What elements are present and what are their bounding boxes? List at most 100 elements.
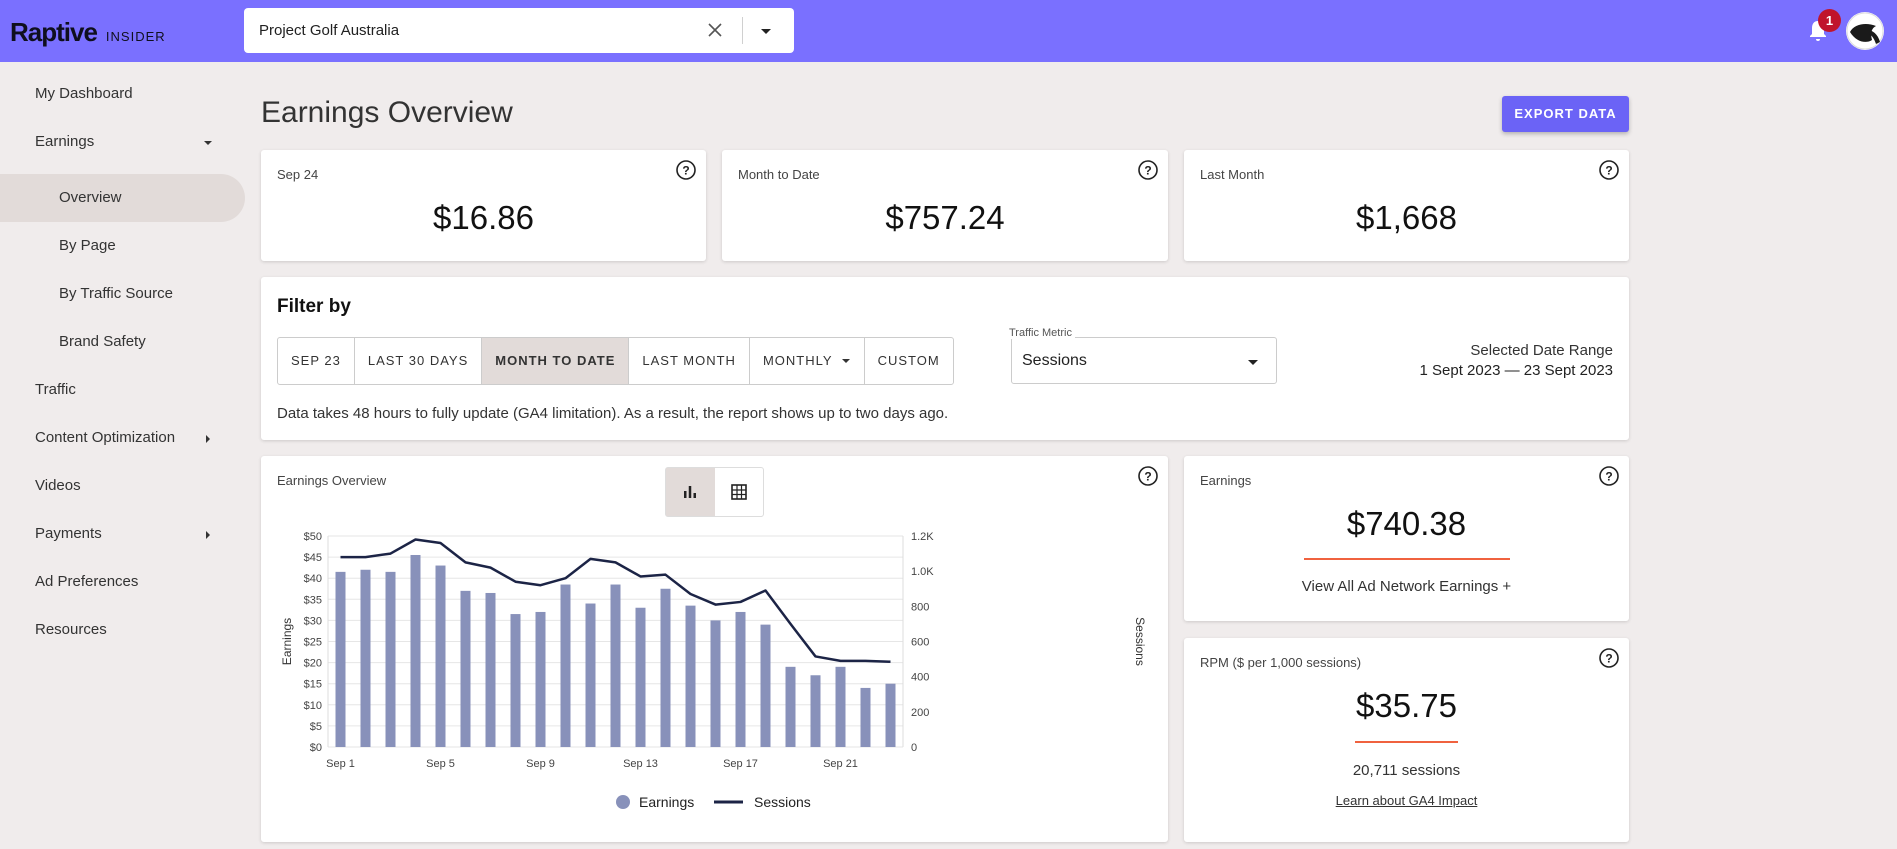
bar-earnings [660, 588, 671, 747]
sidebar-item-by-page[interactable]: By Page [0, 226, 245, 266]
sidebar-item-label: Traffic [35, 381, 76, 398]
logo[interactable]: Raptive INSIDER [10, 17, 166, 48]
sidebar-item-label: Overview [59, 189, 122, 206]
sidebar-item-label: Brand Safety [59, 333, 146, 350]
filter-button-label: LAST MONTH [642, 353, 736, 368]
bar-earnings [835, 666, 846, 747]
bar-chart-icon [684, 486, 697, 498]
bar-earnings [360, 569, 371, 747]
bar-earnings [785, 666, 796, 747]
table-view-button[interactable] [715, 468, 764, 516]
bar-earnings [735, 611, 746, 747]
y-tick-label: $50 [304, 531, 322, 543]
caret-down-icon [841, 359, 850, 363]
x-tick-label: Sep 5 [426, 758, 455, 770]
filter-button-custom[interactable]: CUSTOM [865, 338, 953, 384]
summary-card-label: Sep 24 [277, 167, 319, 182]
sidebar-item-resources[interactable]: Resources [0, 610, 245, 650]
sidebar-item-payments[interactable]: Payments [0, 514, 245, 554]
legend-label-sessions: Sessions [754, 794, 811, 810]
legend-swatch-earnings [616, 795, 630, 809]
sidebar-item-label: By Page [59, 237, 116, 254]
y-tick-label: $5 [310, 721, 322, 733]
sidebar-item-label: My Dashboard [35, 85, 133, 102]
rpm-card: RPM ($ per 1,000 sessions) ? $35.75 20,7… [1184, 638, 1629, 842]
filter-button-label: MONTH TO DATE [495, 353, 616, 368]
earnings-card-label: Earnings [1200, 473, 1252, 488]
y-right-tick-label: 800 [911, 601, 929, 613]
svg-text:?: ? [1605, 652, 1612, 666]
summary-card-last-month: Last Month ? $1,668 [1184, 150, 1629, 261]
caret-right-icon [206, 435, 210, 443]
chart-view-button[interactable] [666, 468, 715, 516]
help-icon[interactable]: ? [1598, 465, 1620, 487]
earnings-underline [1304, 558, 1510, 560]
earnings-total-card: Earnings ? $740.38 View All Ad Network E… [1184, 456, 1629, 621]
filter-button-label: SEP 23 [291, 353, 341, 368]
filter-button-monthly[interactable]: MONTHLY [750, 338, 865, 384]
chart-card-label: Earnings Overview [277, 473, 387, 488]
traffic-metric-select[interactable]: Sessions [1011, 337, 1277, 384]
close-icon[interactable] [703, 18, 727, 42]
avatar[interactable] [1846, 12, 1884, 50]
help-icon[interactable]: ? [1137, 159, 1159, 181]
view-all-ad-network-earnings-link[interactable]: View All Ad Network Earnings + [1301, 578, 1512, 595]
bar-earnings [760, 624, 771, 747]
sidebar-item-brand-safety[interactable]: Brand Safety [0, 322, 245, 362]
sidebar-item-my-dashboard[interactable]: My Dashboard [0, 74, 245, 114]
date-filter-group: SEP 23 LAST 30 DAYS MONTH TO DATE LAST M… [277, 337, 954, 385]
bar-earnings [560, 584, 571, 747]
filter-button-last-30-days[interactable]: LAST 30 DAYS [355, 338, 483, 384]
help-icon[interactable]: ? [1598, 647, 1620, 669]
sidebar-item-overview[interactable]: Overview [0, 174, 245, 222]
table-icon [730, 484, 747, 500]
avatar-image [1846, 12, 1884, 50]
chevron-down-icon [1248, 360, 1258, 365]
line-sessions [340, 538, 891, 663]
sidebar-item-ad-preferences[interactable]: Ad Preferences [0, 562, 245, 602]
x-tick-label: Sep 21 [823, 758, 858, 770]
sidebar-item-label: Ad Preferences [35, 573, 139, 590]
page-title: Earnings Overview [261, 96, 513, 129]
summary-card-label: Month to Date [738, 167, 820, 182]
caret-down-icon [204, 141, 212, 145]
date-range-label: Selected Date Range [1470, 342, 1613, 359]
export-data-button[interactable]: EXPORT DATA [1502, 96, 1629, 132]
help-icon[interactable]: ? [1137, 465, 1159, 487]
sidebar-item-traffic[interactable]: Traffic [0, 370, 245, 410]
filter-button-sep-23[interactable]: SEP 23 [278, 338, 355, 384]
bar-earnings [685, 605, 696, 747]
bar-earnings [710, 620, 721, 747]
sidebar-item-by-traffic-source[interactable]: By Traffic Source [0, 274, 245, 314]
bar-earnings [485, 592, 496, 747]
sidebar-item-videos[interactable]: Videos [0, 466, 245, 506]
bar-earnings [510, 614, 521, 747]
traffic-metric-value: Sessions [1022, 352, 1087, 369]
site-select[interactable]: Project Golf Australia [244, 8, 794, 53]
date-range-value: 1 Sept 2023 — 23 Sept 2023 [1419, 362, 1613, 379]
summary-card-label: Last Month [1200, 167, 1265, 182]
y-tick-label: $20 [304, 658, 322, 670]
rpm-sessions-count: 20,711 sessions [1352, 762, 1461, 779]
chevron-down-icon[interactable] [754, 19, 778, 43]
select-divider [742, 17, 743, 44]
filter-button-last-month[interactable]: LAST MONTH [629, 338, 750, 384]
svg-text:?: ? [1605, 470, 1612, 484]
learn-about-ga4-impact-link[interactable]: Learn about GA4 Impact [1335, 793, 1478, 808]
bar-earnings [435, 565, 446, 747]
x-tick-label: Sep 1 [326, 758, 355, 770]
sidebar-item-label: Earnings [35, 133, 95, 150]
sidebar-item-content-optimization[interactable]: Content Optimization [0, 418, 245, 458]
help-icon[interactable]: ? [1598, 159, 1620, 181]
help-icon[interactable]: ? [675, 159, 697, 181]
summary-card-value: $757.24 [885, 199, 1005, 236]
x-tick-label: Sep 9 [526, 758, 555, 770]
filter-button-month-to-date[interactable]: MONTH TO DATE [482, 338, 630, 384]
summary-card-sep-24: Sep 24 ? $16.86 [261, 150, 706, 261]
y-right-tick-label: 1.2K [911, 531, 934, 543]
sidebar-item-earnings[interactable]: Earnings [0, 122, 245, 162]
y-tick-label: $30 [304, 615, 322, 627]
bar-earnings [535, 611, 546, 747]
data-delay-note: Data takes 48 hours to fully update (GA4… [277, 405, 949, 422]
bar-earnings [860, 687, 871, 747]
